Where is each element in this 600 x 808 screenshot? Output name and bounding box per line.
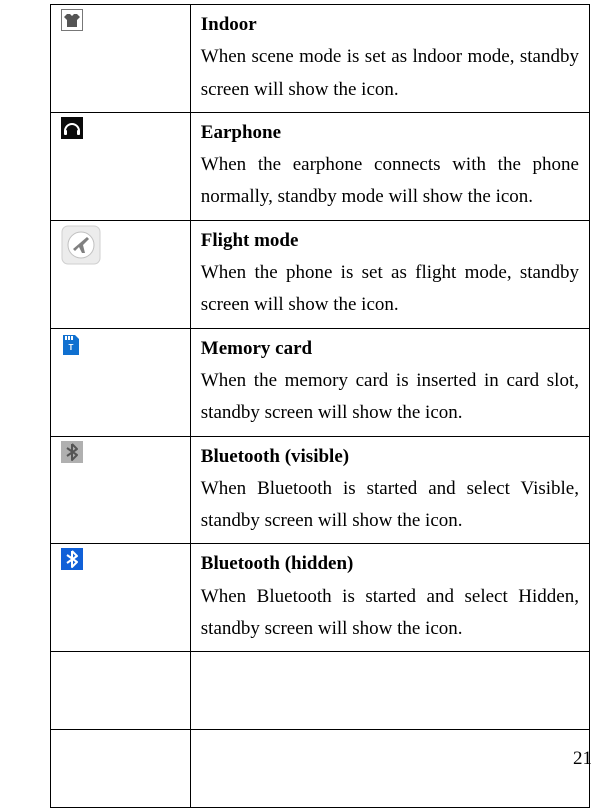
bluetooth-visible-icon: [61, 441, 83, 463]
text-cell: [190, 730, 589, 808]
row-title: Indoor: [201, 9, 579, 41]
text-cell: Bluetooth (visible) When Bluetooth is st…: [190, 436, 589, 544]
text-cell: Indoor When scene mode is set as lndoor …: [190, 5, 589, 113]
text-cell: [190, 652, 589, 730]
icon-reference-table: Indoor When scene mode is set as lndoor …: [50, 4, 590, 808]
indoor-icon: [61, 9, 83, 31]
row-desc: When the memory card is inserted in card…: [201, 365, 579, 430]
flight-mode-icon: [61, 225, 101, 265]
table-row: Indoor When scene mode is set as lndoor …: [51, 5, 590, 113]
text-cell: Memory card When the memory card is inse…: [190, 328, 589, 436]
table-row: Bluetooth (hidden) When Bluetooth is sta…: [51, 544, 590, 652]
bluetooth-hidden-icon: [61, 548, 83, 570]
table-row: T Memory card When the memory card is in…: [51, 328, 590, 436]
text-cell: Earphone When the earphone connects with…: [190, 112, 589, 220]
document-page: Indoor When scene mode is set as lndoor …: [0, 0, 600, 778]
icon-cell: [51, 730, 191, 808]
row-title: Bluetooth (visible): [201, 441, 579, 473]
row-title: Bluetooth (hidden): [201, 548, 579, 580]
row-title: Memory card: [201, 333, 579, 365]
row-desc: When the phone is set as flight mode, st…: [201, 257, 579, 322]
table-row: Earphone When the earphone connects with…: [51, 112, 590, 220]
row-desc: When scene mode is set as lndoor mode, s…: [201, 41, 579, 106]
icon-cell: [51, 652, 191, 730]
table-row: Flight mode When the phone is set as fli…: [51, 220, 590, 328]
icon-cell: [51, 436, 191, 544]
row-desc: When the earphone connects with the phon…: [201, 149, 579, 214]
icon-cell: [51, 544, 191, 652]
row-desc: When Bluetooth is started and select Vis…: [201, 473, 579, 538]
row-title: Earphone: [201, 117, 579, 149]
table-row: Bluetooth (visible) When Bluetooth is st…: [51, 436, 590, 544]
icon-cell: T: [51, 328, 191, 436]
svg-text:T: T: [69, 343, 74, 352]
text-cell: Bluetooth (hidden) When Bluetooth is sta…: [190, 544, 589, 652]
icon-cell: [51, 112, 191, 220]
row-title: Flight mode: [201, 225, 579, 257]
memory-card-icon: T: [61, 333, 81, 357]
text-cell: Flight mode When the phone is set as fli…: [190, 220, 589, 328]
page-number: 21: [573, 748, 592, 770]
icon-cell: [51, 220, 191, 328]
icon-cell: [51, 5, 191, 113]
earphone-icon: [61, 117, 83, 139]
row-desc: When Bluetooth is started and select Hid…: [201, 581, 579, 646]
table-row: [51, 652, 590, 730]
table-row: [51, 730, 590, 808]
